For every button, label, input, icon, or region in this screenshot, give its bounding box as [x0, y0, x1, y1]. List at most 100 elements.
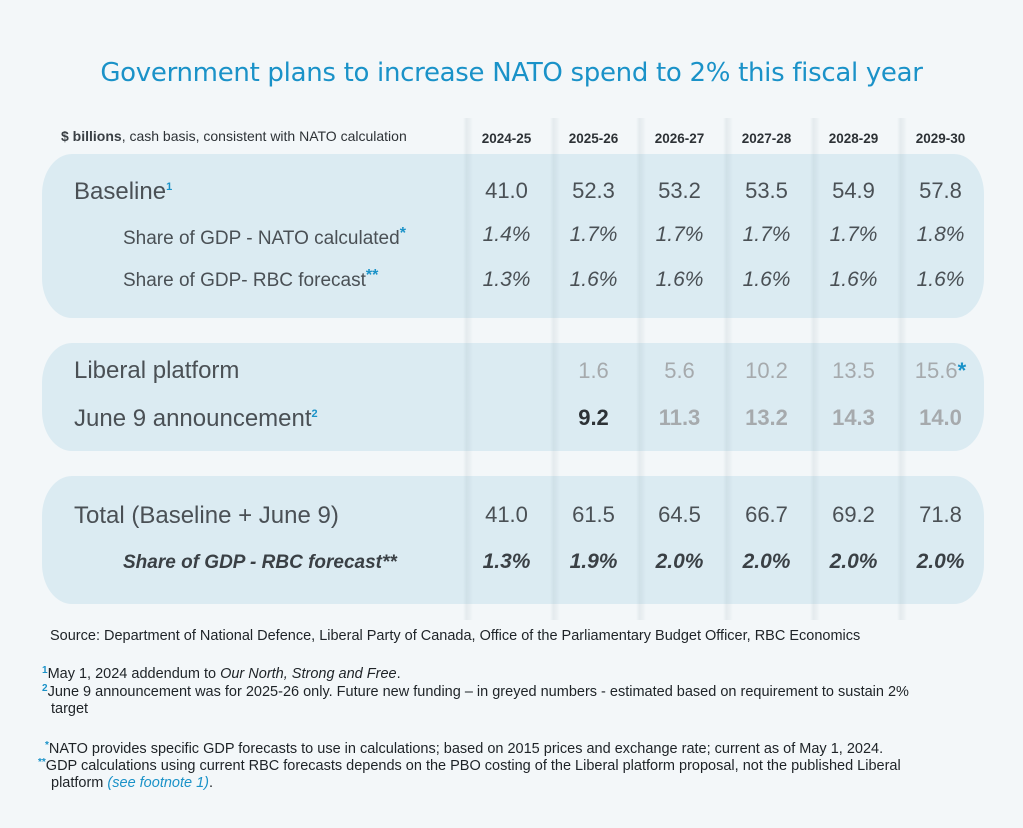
cell-value: 9.2: [578, 405, 609, 430]
units-caption: $ billions, cash basis, consistent with …: [61, 128, 407, 144]
cell-value: 1.7%: [742, 223, 791, 246]
cell-value: 14.0: [919, 405, 962, 430]
cell-total: 69.2: [810, 502, 897, 528]
cell-value: 64.5: [658, 502, 701, 527]
cell-value: 1.6%: [742, 268, 791, 291]
cell-total: 41.0: [463, 502, 550, 528]
cell-june9: 9.2: [550, 405, 637, 431]
cell-rbc-share: 1.3%: [463, 268, 550, 292]
row-label-nato-share: Share of GDP - NATO calculated*: [123, 225, 406, 249]
cell-rbc-share: 1.6%: [897, 268, 984, 292]
cell-june9: 14.3: [810, 405, 897, 431]
row-label-baseline: Baseline1: [74, 178, 173, 205]
footnote-double-star: **GDP calculations using current RBC for…: [38, 757, 901, 791]
cell-value: 2.0%: [829, 550, 878, 573]
cell-baseline: 41.0: [463, 178, 550, 204]
cell-liberal: 10.2: [723, 358, 810, 384]
cell-value: 2.0%: [655, 550, 704, 573]
year-header: 2028-29: [828, 131, 879, 146]
cell-baseline: 54.9: [810, 178, 897, 204]
cell-rbc-share: 1.6%: [636, 268, 723, 292]
footnote-marker: 1: [166, 181, 173, 193]
cell-total-share: 1.3%: [463, 550, 550, 574]
cell-june9: 11.3: [636, 405, 723, 431]
cell-nato-share: 1.4%: [463, 223, 550, 247]
cell-value: 11.3: [658, 405, 701, 430]
see-footnote-link[interactable]: (see footnote 1): [107, 775, 209, 791]
footnote-star: *NATO provides specific GDP forecasts to…: [45, 740, 884, 757]
footnote-marker: 2: [311, 408, 318, 420]
cell-value: 1.7%: [829, 223, 878, 246]
cell-value: 1.7%: [655, 223, 704, 246]
cell-nato-share: 1.8%: [897, 223, 984, 247]
cell-baseline: 52.3: [550, 178, 637, 204]
cell-value: 53.2: [658, 178, 701, 203]
cell-baseline: 53.2: [636, 178, 723, 204]
cell-value: 41.0: [485, 502, 528, 527]
cell-value: 10.2: [745, 358, 788, 383]
cell-total: 66.7: [723, 502, 810, 528]
cell-value: 1.4%: [482, 223, 531, 246]
cell-value: 66.7: [745, 502, 788, 527]
cell-liberal: 15.6*: [897, 358, 984, 384]
cell-value: 2.0%: [742, 550, 791, 573]
page-title: Government plans to increase NATO spend …: [100, 58, 923, 88]
cell-june9: 14.0: [897, 405, 984, 431]
cell-value: 1.3%: [482, 268, 531, 291]
cell-total-share: 2.0%: [897, 550, 984, 574]
cell-liberal: 5.6: [636, 358, 723, 384]
footnote-marker: *: [399, 225, 406, 242]
cell-value: 13.5: [832, 358, 875, 383]
cell-value: 1.6%: [916, 268, 965, 291]
cell-value: 14.3: [832, 405, 875, 430]
cell-total: 71.8: [897, 502, 984, 528]
cell-liberal: 13.5: [810, 358, 897, 384]
cell-value: 52.3: [572, 178, 615, 203]
cell-value: 41.0: [485, 178, 528, 203]
cell-value: 1.6%: [569, 268, 618, 291]
cell-rbc-share: 1.6%: [810, 268, 897, 292]
cell-rbc-share: 1.6%: [550, 268, 637, 292]
cell-total-share: 2.0%: [636, 550, 723, 574]
cell-value: 71.8: [919, 502, 962, 527]
cell-value: 1.6%: [655, 268, 704, 291]
cell-liberal: 1.6: [550, 358, 637, 384]
cell-total-share: 1.9%: [550, 550, 637, 574]
cell-nato-share: 1.7%: [810, 223, 897, 247]
cell-value: 1.3%: [482, 550, 531, 573]
cell-nato-share: 1.7%: [723, 223, 810, 247]
cell-value: 1.7%: [569, 223, 618, 246]
cell-total: 64.5: [636, 502, 723, 528]
cell-total-share: 2.0%: [723, 550, 810, 574]
row-label-june9: June 9 announcement2: [74, 405, 318, 432]
year-header: 2027-28: [741, 131, 792, 146]
row-label-total-share: Share of GDP - RBC forecast**: [123, 552, 397, 573]
row-label-rbc-share: Share of GDP- RBC forecast**: [123, 267, 379, 291]
cell-baseline: 53.5: [723, 178, 810, 204]
row-label-liberal: Liberal platform: [74, 357, 240, 384]
new-funding-panel: [42, 343, 984, 451]
cell-nato-share: 1.7%: [636, 223, 723, 247]
cell-value: 13.2: [745, 405, 788, 430]
cell-value: 69.2: [832, 502, 875, 527]
cell-value: 1.6: [578, 358, 609, 383]
source-note: Source: Department of National Defence, …: [50, 628, 861, 644]
cell-total: 61.5: [550, 502, 637, 528]
cell-value: 61.5: [572, 502, 615, 527]
year-header: 2029-30: [915, 131, 966, 146]
cell-value: 15.6: [914, 358, 958, 383]
units-bold: $ billions: [61, 128, 122, 144]
cell-value: 54.9: [832, 178, 875, 203]
cell-baseline: 57.8: [897, 178, 984, 204]
cell-june9: 13.2: [723, 405, 810, 431]
total-panel: [42, 476, 984, 604]
cell-value: 1.6%: [829, 268, 878, 291]
footnote-1: 1May 1, 2024 addendum to Our North, Stro…: [42, 665, 401, 682]
footnote-marker: *: [957, 358, 967, 383]
cell-value: 1.8%: [916, 223, 965, 246]
units-rest: , cash basis, consistent with NATO calcu…: [121, 128, 407, 144]
row-label-total: Total (Baseline + June 9): [74, 502, 339, 529]
cell-value: 2.0%: [916, 550, 965, 573]
cell-rbc-share: 1.6%: [723, 268, 810, 292]
year-header: 2025-26: [568, 131, 619, 146]
